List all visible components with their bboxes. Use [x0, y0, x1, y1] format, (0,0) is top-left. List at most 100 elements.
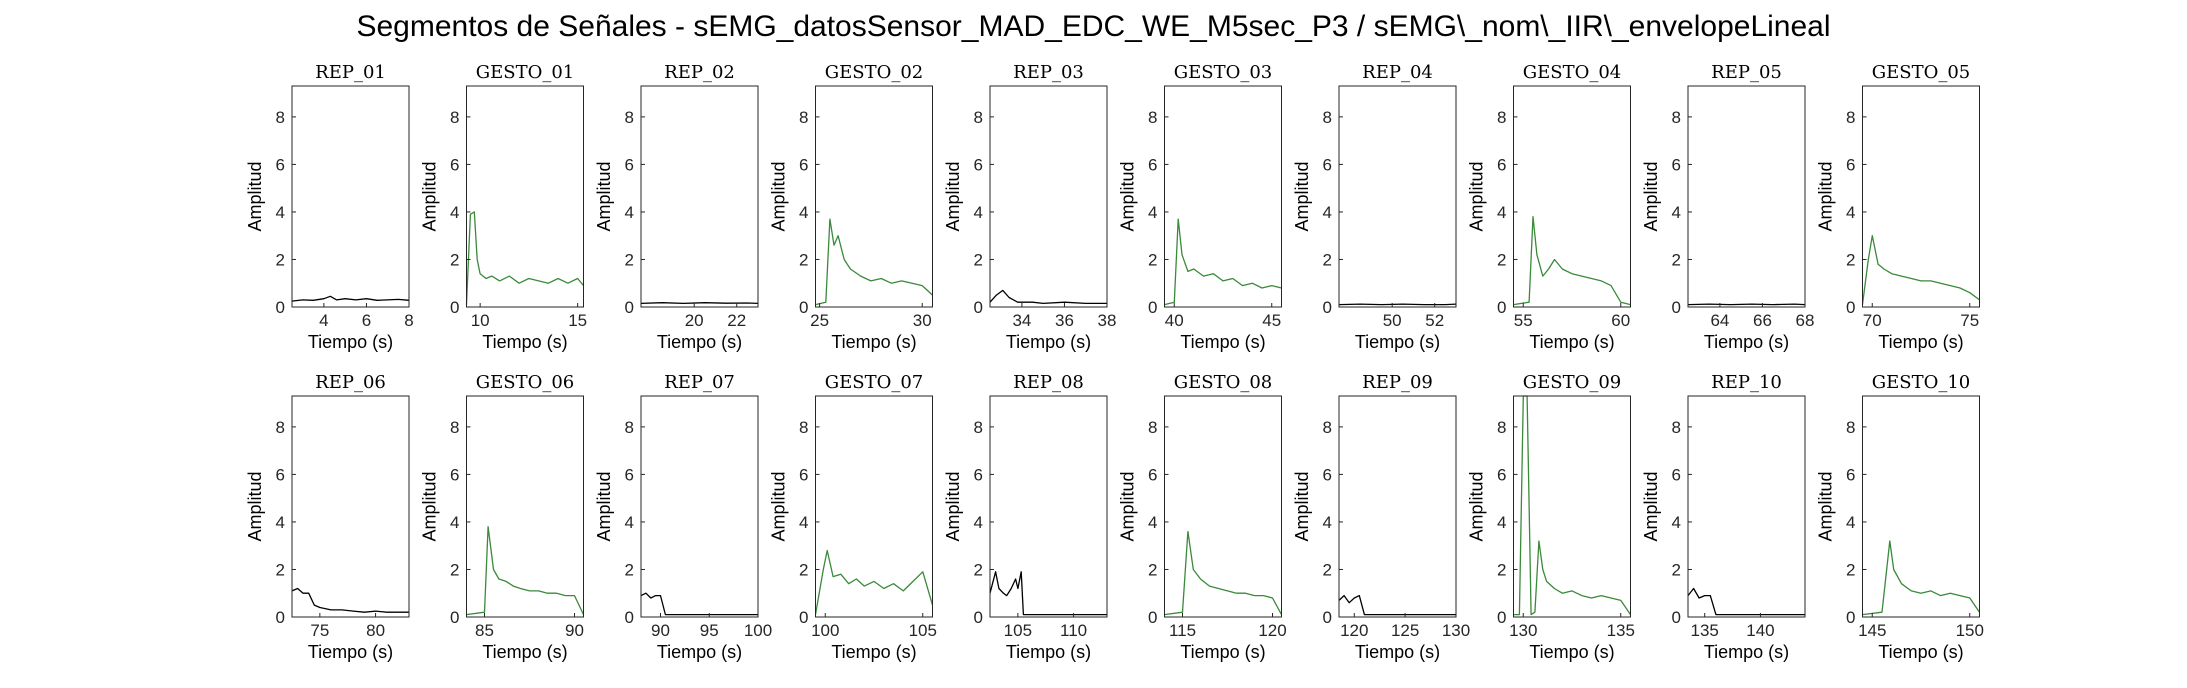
subplot-11: REP_06 0 2 4 6 8 75 80 Tiempo (s) Amplitud — [245, 372, 410, 662]
y-axis-label: Amplitud — [1118, 161, 1138, 231]
y-tick-label: 0 — [1672, 608, 1681, 627]
x-tick-label: 95 — [700, 621, 719, 640]
y-tick-label: 2 — [1672, 560, 1681, 579]
y-tick-label: 4 — [974, 203, 983, 222]
series-line — [1862, 540, 1981, 616]
y-tick-label: 6 — [450, 465, 459, 484]
x-tick-label: 130 — [1442, 621, 1470, 640]
x-tick-label: 8 — [404, 311, 413, 330]
x-tick-label: 55 — [1514, 311, 1533, 330]
subplot-title: GESTO_06 — [476, 372, 575, 393]
y-tick-label: 8 — [1846, 418, 1855, 437]
y-axis-label: Amplitud — [1641, 471, 1661, 541]
y-tick-label: 2 — [450, 560, 459, 579]
x-tick-label: 100 — [811, 621, 839, 640]
y-tick-label: 4 — [1497, 203, 1506, 222]
y-tick-label: 0 — [1497, 298, 1506, 317]
y-tick-label: 4 — [1846, 513, 1855, 532]
subplot-title: REP_04 — [1362, 62, 1433, 83]
series-line — [814, 549, 934, 615]
subplot-05: REP_03 0 2 4 6 8 34 36 38 Tiempo (s) Amplitud — [943, 62, 1116, 352]
y-tick-label: 2 — [1323, 560, 1332, 579]
x-tick-label: 75 — [310, 621, 329, 640]
y-tick-label: 4 — [1148, 203, 1157, 222]
y-tick-label: 0 — [450, 608, 459, 627]
x-tick-label: 115 — [1169, 621, 1196, 640]
subplot-10: GESTO_05 0 2 4 6 8 70 75 Tiempo (s) Amplitud — [1816, 62, 1980, 352]
y-tick-label: 6 — [1497, 465, 1506, 484]
subplot-title: GESTO_03 — [1174, 62, 1273, 83]
y-tick-label: 0 — [625, 608, 634, 627]
y-tick-label: 0 — [276, 608, 285, 627]
subplot-title: REP_05 — [1711, 62, 1782, 83]
x-axis-label: Tiempo (s) — [831, 332, 916, 352]
x-tick-label: 110 — [1060, 621, 1087, 640]
x-axis-label: Tiempo (s) — [1006, 332, 1091, 352]
x-axis-label: Tiempo (s) — [657, 642, 742, 662]
y-tick-label: 4 — [799, 203, 808, 222]
x-tick-label: 120 — [1340, 621, 1368, 640]
y-tick-label: 0 — [1846, 298, 1855, 317]
y-tick-label: 8 — [799, 108, 808, 127]
y-tick-label: 4 — [1323, 513, 1332, 532]
x-axis-label: Tiempo (s) — [1878, 642, 1963, 662]
series-line — [989, 571, 1107, 616]
y-tick-label: 8 — [974, 418, 983, 437]
axes-box — [1338, 85, 1457, 308]
y-tick-label: 2 — [450, 250, 459, 269]
subplot-title: REP_03 — [1013, 62, 1084, 83]
y-tick-label: 8 — [974, 108, 983, 127]
y-tick-label: 6 — [1148, 465, 1157, 484]
x-tick-label: 10 — [471, 311, 490, 330]
y-tick-label: 6 — [1323, 465, 1332, 484]
y-tick-label: 2 — [799, 560, 808, 579]
y-axis-label: Amplitud — [594, 471, 614, 541]
y-axis-label: Amplitud — [1292, 161, 1312, 231]
subplot-16: GESTO_08 0 2 4 6 8 115 120 Tiempo (s) Amplitud — [1118, 372, 1287, 662]
series-line — [1861, 235, 1980, 305]
y-tick-label: 0 — [1148, 298, 1157, 317]
y-tick-label: 4 — [1846, 203, 1855, 222]
x-axis-label: Tiempo (s) — [1180, 332, 1265, 352]
y-axis-label: Amplitud — [245, 161, 265, 231]
series-line — [1338, 594, 1456, 616]
subplot-08: GESTO_04 0 2 4 6 8 55 60 Tiempo (s) Amplitud — [1467, 62, 1631, 352]
y-tick-label: 0 — [1323, 298, 1332, 317]
y-tick-label: 8 — [276, 418, 285, 437]
y-tick-label: 2 — [1672, 250, 1681, 269]
y-tick-label: 6 — [799, 465, 808, 484]
y-tick-label: 2 — [276, 560, 285, 579]
axes-box — [1513, 395, 1631, 618]
x-tick-label: 20 — [685, 311, 704, 330]
subplot-title: GESTO_07 — [825, 372, 924, 393]
axes-box — [989, 85, 1108, 308]
subplot-title: GESTO_05 — [1872, 62, 1971, 83]
x-tick-label: 34 — [1012, 311, 1031, 330]
y-axis-label: Amplitud — [420, 161, 440, 231]
subplot-title: GESTO_09 — [1523, 372, 1622, 393]
subplot-04: GESTO_02 0 2 4 6 8 25 30 Tiempo (s) Amplitud — [769, 62, 933, 352]
axes-box — [1862, 85, 1980, 308]
y-tick-label: 6 — [625, 155, 634, 174]
axes-box — [291, 85, 410, 308]
y-tick-label: 2 — [1497, 250, 1506, 269]
y-tick-label: 8 — [1497, 108, 1506, 127]
y-tick-label: 8 — [1497, 418, 1506, 437]
y-tick-label: 4 — [1672, 203, 1681, 222]
x-tick-label: 120 — [1258, 621, 1286, 640]
axes-box — [466, 85, 584, 308]
series-line — [815, 218, 933, 306]
y-tick-label: 0 — [1846, 608, 1855, 627]
x-tick-label: 25 — [810, 311, 829, 330]
y-tick-label: 6 — [1148, 155, 1157, 174]
axes-box — [640, 85, 759, 308]
subplot-20: GESTO_10 0 2 4 6 8 145 150 Tiempo (s) Amplitud — [1816, 372, 1984, 662]
x-tick-label: 130 — [1509, 621, 1537, 640]
x-tick-label: 105 — [909, 621, 937, 640]
y-tick-label: 4 — [276, 513, 285, 532]
y-tick-label: 4 — [1148, 513, 1157, 532]
y-tick-label: 0 — [1672, 298, 1681, 317]
y-tick-label: 2 — [974, 560, 983, 579]
y-tick-label: 0 — [1148, 608, 1157, 627]
